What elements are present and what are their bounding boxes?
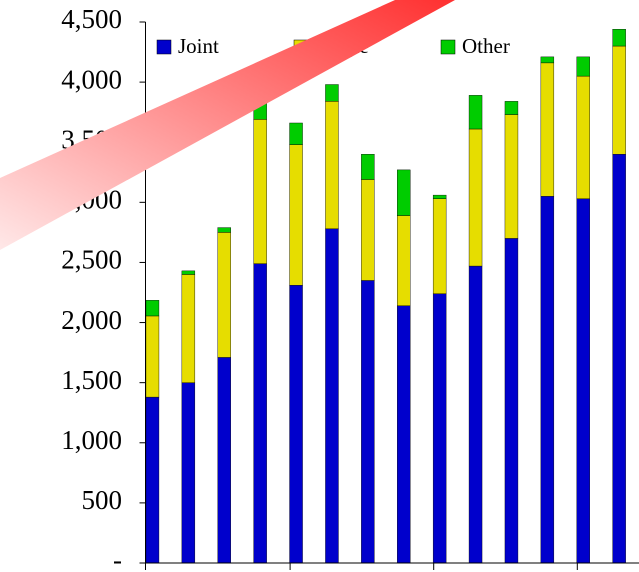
bar-segment	[217, 227, 231, 233]
legend-swatch	[440, 39, 456, 55]
bar-segment	[576, 75, 590, 199]
bar-segment	[397, 169, 411, 216]
bar-segment	[432, 194, 447, 199]
bar-segment	[325, 101, 339, 229]
bar-segment	[432, 198, 447, 294]
y-tick-label: 1,500	[61, 365, 122, 395]
bar-segment	[181, 270, 196, 275]
bar-segment	[289, 122, 303, 145]
bar-segment	[325, 228, 339, 564]
bar-segment	[576, 198, 590, 564]
bar-segment	[504, 114, 519, 239]
bar-segment	[468, 95, 483, 130]
bar-segment	[217, 232, 231, 358]
bar-segment	[289, 144, 303, 286]
legend-swatch	[156, 39, 172, 55]
bar-segment	[361, 154, 375, 180]
bar-segment	[504, 101, 519, 115]
bar-segment	[253, 119, 267, 264]
bar-segment	[361, 179, 375, 281]
y-tick-label: 4,500	[61, 4, 122, 34]
bar-segment	[361, 280, 375, 564]
y-tick-label: 2,500	[61, 245, 122, 275]
bar-segment	[540, 56, 555, 64]
y-tick-label: -	[113, 545, 122, 572]
bar-segment	[145, 315, 160, 398]
bar-segment	[612, 45, 626, 155]
bar-segment	[145, 396, 160, 564]
bar-segment	[432, 293, 447, 564]
bar-segment	[612, 29, 626, 47]
bar-segment	[253, 263, 267, 564]
bar-segment	[540, 62, 555, 197]
bar-segment	[181, 274, 196, 383]
y-tick-label: 1,000	[61, 425, 122, 455]
bar-segment	[504, 238, 519, 564]
bar-segment	[325, 84, 339, 102]
bar-segment	[612, 154, 626, 564]
bar-segment	[540, 196, 555, 564]
bar-segment	[145, 300, 160, 317]
bar-segment	[397, 215, 411, 306]
bar-segment	[468, 128, 483, 267]
legend-label: Other	[462, 34, 510, 58]
bar-segment	[397, 305, 411, 564]
y-tick-label: 4,000	[61, 64, 122, 94]
bar-segment	[217, 357, 231, 564]
bar-segment	[468, 265, 483, 564]
legend-label: Joint	[178, 34, 219, 58]
bar-segment	[181, 382, 196, 564]
y-tick-label: 2,000	[61, 305, 122, 335]
banner	[0, 0, 455, 250]
bar-segment	[576, 56, 590, 77]
y-tick-label: 500	[82, 485, 123, 515]
bar-segment	[289, 285, 303, 564]
